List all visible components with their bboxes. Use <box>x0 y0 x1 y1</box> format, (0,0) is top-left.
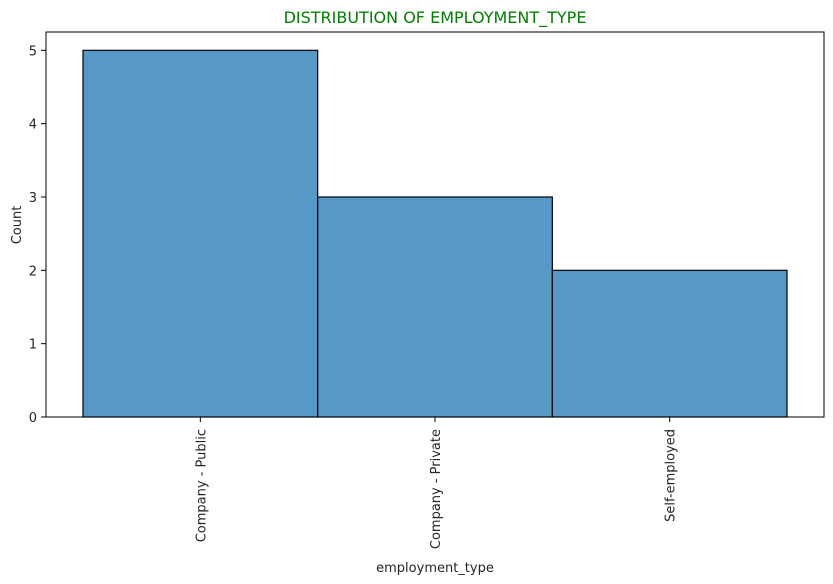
y-tick-label: 5 <box>29 44 37 59</box>
y-tick-label: 0 <box>29 411 37 426</box>
bar-company-private <box>317 196 553 418</box>
x-tick-label: Self-employed <box>664 429 679 522</box>
y-tick-label: 2 <box>29 264 37 279</box>
x-tick-label: Company - Private <box>429 429 444 549</box>
bar-company-public <box>82 49 319 418</box>
x-axis-label: employment_type <box>376 561 494 576</box>
y-axis-label: Count <box>10 206 25 245</box>
y-tick-label: 3 <box>29 191 37 206</box>
bars-layer <box>82 49 788 418</box>
y-tick-label: 1 <box>29 338 37 353</box>
chart-title: DISTRIBUTION OF EMPLOYMENT_TYPE <box>284 8 587 28</box>
y-tick-label: 4 <box>29 118 37 133</box>
x-tick-label: Company - Public <box>194 429 209 542</box>
x-axis-ticks: Company - Public Company - Private Self-em… <box>194 417 679 549</box>
bar-self-employed <box>551 269 788 418</box>
y-axis-ticks: 0 1 2 3 4 5 <box>29 44 46 426</box>
